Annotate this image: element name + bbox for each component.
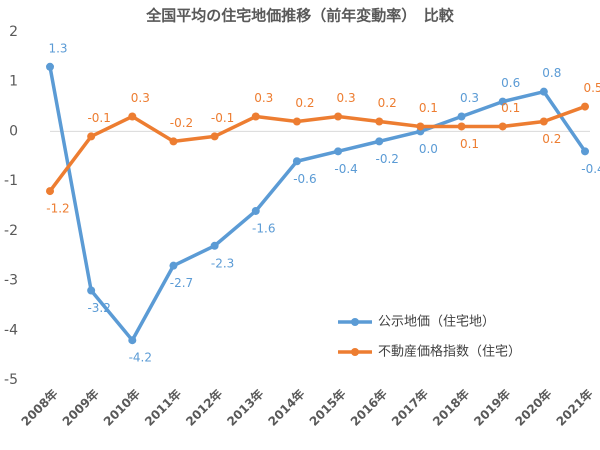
x-tick-label: 2012年 bbox=[182, 386, 225, 429]
legend-marker bbox=[351, 348, 359, 356]
data-point bbox=[169, 261, 178, 270]
data-point bbox=[251, 112, 260, 121]
data-label: 0.3 bbox=[131, 91, 150, 105]
data-point bbox=[498, 122, 507, 131]
data-label: 0.6 bbox=[501, 76, 520, 90]
data-label: 0.2 bbox=[295, 96, 314, 110]
series-line bbox=[48, 66, 587, 342]
data-point bbox=[87, 286, 96, 295]
x-tick-label: 2021年 bbox=[553, 386, 596, 429]
data-point bbox=[87, 132, 96, 141]
data-label: -1.6 bbox=[252, 221, 275, 235]
x-tick-label: 2016年 bbox=[347, 386, 390, 429]
x-tick-label: 2018年 bbox=[429, 386, 472, 429]
data-label: 0.3 bbox=[460, 91, 479, 105]
data-label: 0.1 bbox=[419, 101, 438, 115]
y-tick-label: -2 bbox=[4, 223, 18, 239]
data-point bbox=[46, 62, 54, 71]
data-label: 0.5 bbox=[583, 81, 600, 95]
data-point bbox=[539, 117, 548, 126]
data-point bbox=[334, 112, 343, 121]
data-label: -2.3 bbox=[211, 256, 234, 270]
y-tick-label: -3 bbox=[4, 273, 18, 289]
y-tick-label: 1 bbox=[9, 74, 18, 90]
y-tick-label: 2 bbox=[9, 24, 18, 40]
data-label: 0.8 bbox=[542, 66, 561, 80]
data-point bbox=[498, 97, 507, 106]
x-tick-label: 2017年 bbox=[388, 386, 431, 429]
data-label: -0.1 bbox=[87, 111, 110, 125]
x-tick-label: 2011年 bbox=[141, 386, 184, 429]
data-label: -3.2 bbox=[87, 301, 110, 315]
data-label: -0.1 bbox=[211, 111, 234, 125]
data-point bbox=[251, 206, 260, 215]
data-point bbox=[128, 336, 137, 345]
data-point bbox=[292, 117, 301, 126]
data-point bbox=[581, 102, 589, 111]
x-tick-label: 2008年 bbox=[18, 386, 61, 429]
data-label: 0.3 bbox=[337, 91, 356, 105]
data-label: 0.2 bbox=[378, 96, 397, 110]
x-tick-label: 2010年 bbox=[100, 386, 143, 429]
x-tick-label: 2015年 bbox=[306, 386, 349, 429]
data-point bbox=[210, 132, 219, 141]
legend-label: 不動産価格指数（住宅） bbox=[378, 344, 521, 360]
y-tick-label: -4 bbox=[4, 322, 18, 338]
chart-title: 全国平均の住宅地価推移（前年変動率） 比較 bbox=[145, 7, 455, 25]
data-label: 0.2 bbox=[542, 132, 561, 146]
y-tick-label: -1 bbox=[4, 173, 18, 189]
data-label: -0.2 bbox=[170, 116, 193, 130]
data-label: -4.2 bbox=[129, 351, 152, 365]
x-tick-label: 2019年 bbox=[471, 386, 514, 429]
data-point bbox=[46, 187, 54, 196]
y-tick-label: 0 bbox=[9, 123, 18, 139]
data-label: -0.4 bbox=[581, 162, 600, 176]
data-point bbox=[581, 147, 589, 156]
data-point bbox=[210, 241, 219, 250]
x-tick-label: 2009年 bbox=[59, 386, 102, 429]
data-label: 1.3 bbox=[48, 41, 67, 55]
y-tick-label: -5 bbox=[4, 372, 18, 388]
data-point bbox=[416, 122, 425, 131]
data-label: -0.4 bbox=[334, 162, 357, 176]
data-label: -0.6 bbox=[293, 172, 316, 186]
x-tick-label: 2014年 bbox=[265, 386, 308, 429]
data-label: 0.3 bbox=[254, 91, 273, 105]
data-label: -0.2 bbox=[376, 152, 399, 166]
data-point bbox=[539, 87, 548, 96]
data-label: 0.0 bbox=[419, 142, 438, 156]
data-point bbox=[169, 137, 178, 146]
data-label: 0.1 bbox=[501, 101, 520, 115]
x-tick-label: 2020年 bbox=[512, 386, 555, 429]
data-point bbox=[457, 112, 466, 121]
data-point bbox=[375, 117, 384, 126]
data-label: 0.1 bbox=[460, 137, 479, 151]
series-line bbox=[48, 104, 586, 193]
x-tick-label: 2013年 bbox=[224, 386, 267, 429]
data-point bbox=[375, 137, 384, 146]
data-point bbox=[292, 157, 301, 166]
legend-marker bbox=[351, 318, 359, 326]
data-point bbox=[128, 112, 137, 121]
data-label: -2.7 bbox=[170, 276, 193, 290]
data-point bbox=[334, 147, 343, 156]
data-point bbox=[457, 122, 466, 131]
legend-label: 公示地価（住宅地） bbox=[378, 315, 495, 330]
data-label: -1.2 bbox=[46, 202, 69, 216]
